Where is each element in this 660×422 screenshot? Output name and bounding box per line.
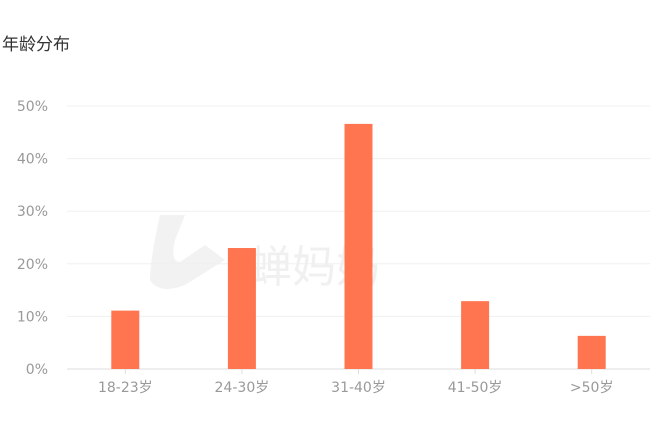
watermark-icon	[150, 215, 225, 289]
bar->50岁	[577, 335, 606, 369]
x-tick-label: 41-50岁	[448, 380, 503, 396]
y-tick-label: 40%	[17, 152, 48, 168]
x-tick-label: 31-40岁	[331, 380, 386, 396]
y-tick-label: 30%	[17, 204, 48, 220]
watermark-logo	[150, 215, 225, 289]
x-tick-label: >50岁	[570, 380, 614, 396]
y-tick-label: 50%	[17, 99, 48, 115]
x-tick-label: 24-30岁	[215, 380, 270, 396]
y-tick-label: 0%	[26, 362, 48, 378]
chart-title: 年龄分布	[2, 35, 70, 55]
x-tick-label: 18-23岁	[98, 380, 153, 396]
y-tick-label: 10%	[17, 309, 48, 325]
bar-31-40岁	[344, 123, 373, 369]
bar-41-50岁	[461, 301, 490, 369]
bar-18-23岁	[111, 310, 140, 369]
y-tick-label: 20%	[17, 257, 48, 273]
bar-24-30岁	[227, 248, 256, 369]
